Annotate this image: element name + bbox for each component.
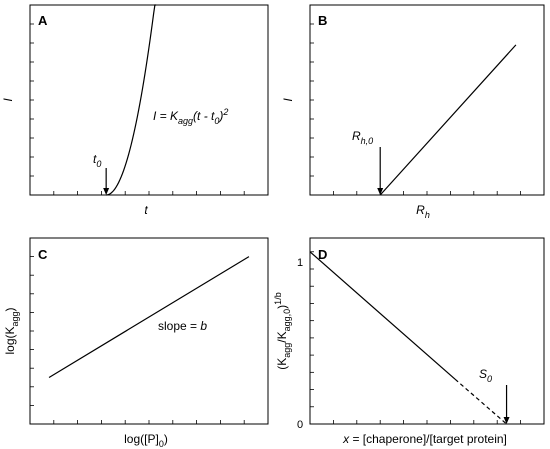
panel-a-eq-end: )	[217, 109, 223, 123]
panel-a-letter: A	[38, 13, 48, 28]
panel-d-s0-arrowhead	[503, 417, 510, 424]
panel-c-ticks	[30, 256, 245, 424]
panel-d-x-axis-label: x = [chaperone]/[target protein]	[342, 432, 507, 446]
panel-a-t0-main: t	[93, 152, 97, 166]
panel-c-y-main: log(K	[3, 327, 17, 355]
panel-b-x-main: R	[416, 203, 425, 217]
panel-a: A I t t0 I = Kagg(t - t0)2	[1, 4, 269, 217]
panel-c-x-sub: 0	[159, 439, 164, 449]
panel-c-y-end: )	[3, 307, 17, 311]
panel-d-solid-line	[309, 251, 456, 380]
panel-c-slope-b: b	[200, 319, 207, 333]
panel-d-y-open: (K	[275, 358, 289, 370]
panel-c-x-axis-label: log([P]0)	[124, 432, 168, 449]
panel-d-y-sub1: agg	[282, 343, 292, 358]
panel-a-t0-arrowhead	[103, 188, 110, 195]
panel-d-s0-sub: 0	[487, 374, 492, 384]
panel-c-slope-main: slope =	[158, 319, 200, 333]
panel-c-frame	[29, 237, 269, 425]
panel-d-s0-main: S	[479, 367, 487, 381]
panel-b-frame	[309, 4, 545, 196]
panel-a-frame	[29, 4, 269, 196]
panel-b-x-axis-label: Rh	[416, 203, 430, 220]
panel-b-ticks	[310, 23, 521, 195]
panel-b-letter: B	[318, 13, 327, 28]
panel-a-t0-sub: 0	[96, 159, 101, 169]
panel-c-slope-label: slope = b	[158, 319, 207, 333]
panel-c-x-end: )	[164, 432, 168, 446]
panel-a-eq-sub1: agg	[178, 116, 193, 126]
panel-a-ticks	[30, 23, 245, 195]
panel-a-t0-label: t0	[93, 152, 101, 169]
panel-d: D 1 0 (Kagg/Kagg,0)1/b x = [chaperone]/[…	[273, 237, 545, 446]
panel-a-eq-sup: 2	[222, 107, 228, 117]
panel-d-y-close: )	[275, 305, 289, 309]
panel-c-y-sub: agg	[10, 311, 20, 326]
panel-c-x-main: log([P]	[124, 432, 159, 446]
panel-b-rh0-sub: h,0	[361, 136, 374, 146]
panel-c: C log(Kagg) log([P]0) slope = b	[3, 237, 269, 449]
panel-a-eq-mid: (t - t	[193, 109, 215, 123]
panel-a-y-axis-label: I	[1, 98, 15, 102]
panel-b-rh0-arrowhead	[377, 188, 384, 195]
panel-d-y-mid: /K	[275, 331, 289, 342]
panel-b: B I Rh Rh,0	[281, 4, 545, 220]
panel-d-dashed-line	[454, 378, 507, 425]
panel-c-letter: C	[38, 247, 48, 262]
panel-b-rh0-label: Rh,0	[352, 129, 373, 146]
panel-d-y-sup: 1/b	[273, 292, 283, 305]
panel-b-line	[379, 44, 517, 196]
panel-b-y-axis-label: I	[281, 98, 295, 102]
panel-d-ticks	[310, 251, 521, 424]
panel-a-eq-sub2: 0	[214, 116, 219, 126]
panel-d-x-var: x	[342, 432, 350, 446]
panel-d-s0-label: S0	[479, 367, 492, 384]
panel-d-y-axis-label: (Kagg/Kagg,0)1/b	[273, 292, 292, 369]
panel-c-y-axis-label: log(Kagg)	[3, 307, 20, 354]
panel-d-y-tick-0: 0	[297, 419, 303, 431]
panel-b-rh0-main: R	[352, 129, 361, 143]
panel-c-line	[48, 256, 250, 379]
panel-d-y-tick-1: 1	[297, 257, 303, 269]
panel-a-equation: I = Kagg(t - t0)2	[153, 107, 228, 126]
panel-b-x-sub: h	[425, 210, 430, 220]
panel-a-eq-lhs: I = K	[153, 109, 179, 123]
panel-d-frame	[309, 237, 545, 425]
panel-d-x-main: = [chaperone]/[target protein]	[349, 432, 507, 446]
panel-d-y-sub2: agg,0	[282, 309, 292, 332]
panel-a-x-axis-label: t	[144, 203, 148, 217]
panel-a-parabola	[106, 4, 157, 196]
panel-d-letter: D	[318, 247, 327, 262]
